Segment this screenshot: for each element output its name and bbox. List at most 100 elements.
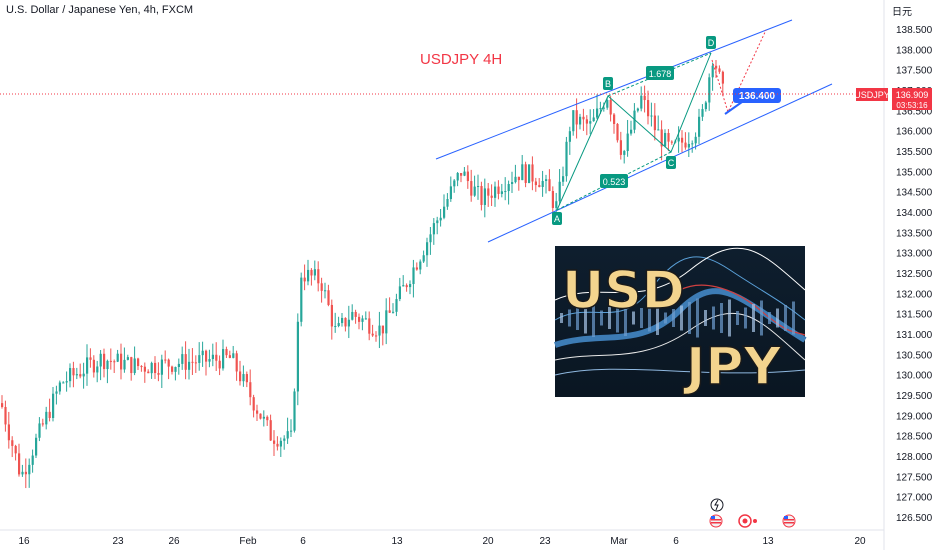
y-tick-label: 131.500 [896,310,932,321]
overlay-bar [624,300,627,336]
candle-body [130,357,133,374]
overlay-text-usd: USD [562,261,685,321]
flag-stripe [711,522,721,524]
candle-body [249,382,252,398]
candle-body [487,188,490,196]
candle-body [460,172,463,176]
candle-body [630,129,633,134]
candle-body [670,141,673,143]
candle-body [650,115,653,117]
candle-body [245,374,248,383]
candle-body [579,116,582,125]
y-tick-label: 134.500 [896,188,932,199]
overlay-bar [656,301,659,335]
overlay-bar [744,307,747,329]
candle-body [41,423,44,425]
candle-body [303,277,306,282]
event-icons[interactable] [709,498,796,528]
candle-body [640,95,643,109]
candle-body [507,183,510,192]
jp-flag-dot [742,518,748,524]
candle-body [48,411,51,418]
y-tick-label: 128.500 [896,432,932,443]
candle-body [504,191,507,193]
overlay-bar [640,308,643,328]
candle-body [562,176,565,182]
overlay-bar [704,310,707,326]
candle-body [398,286,401,300]
overlay-text-jpy: JPY [683,337,782,397]
candle-body [11,440,14,446]
candle-body [354,311,357,317]
candle-body [198,355,201,363]
candle-body [320,283,323,291]
candle-body [681,137,684,143]
candle-body [466,171,469,182]
candle-body [602,107,605,109]
candle-body [208,359,211,362]
candle-body [266,416,269,421]
candle-body [715,65,718,69]
candle-body [205,350,208,362]
overlay-bar [592,299,595,337]
candle-body [184,354,187,370]
candle-body [589,121,592,124]
candle-body [483,188,486,205]
candle-body [252,397,255,411]
overlay-line [554,247,806,301]
y-tick-label: 136.500 [896,106,932,117]
candle-body [572,110,575,132]
overlay-line [554,368,806,376]
candle-body [388,310,391,313]
candle-body [528,164,531,183]
candle-body [463,171,466,176]
pattern-point-label: B [605,79,611,89]
overlay-bar [600,310,603,326]
flag-stripe [784,522,794,524]
candle-body [259,413,262,419]
candle-body [283,438,286,441]
candle-body [181,354,184,364]
candle-body [721,71,724,84]
pattern-point-badge [603,77,613,90]
overlay-bar [632,311,635,325]
price-badge [892,88,932,110]
overlay-bar [752,304,755,332]
candle-body [657,129,660,131]
candle-body [147,371,150,374]
candle-body [273,440,276,444]
pattern-point-label: C [668,158,675,168]
candle-body [368,318,371,334]
candle-body [137,358,140,367]
candle-body [490,195,493,198]
candle-body [422,255,425,262]
candle-body [436,220,439,224]
lightning-bolt [714,499,719,511]
candle-body [103,353,106,370]
candle-body [344,317,347,327]
pattern-point-label: A [554,214,560,224]
candle-body [392,311,395,313]
candle-body [599,108,602,110]
candle-body [113,361,116,363]
candle-body [239,371,242,382]
pattern-point-badge [706,36,716,49]
candle-body [4,406,7,425]
candle-body [313,269,316,276]
target-badge [733,88,781,103]
candle-body [643,95,646,101]
y-tick-label: 138.500 [896,25,932,36]
candle-body [123,359,126,370]
candle-body [684,142,687,148]
candle-body [347,319,350,327]
candle-body [296,321,299,392]
candle-body [235,353,238,372]
candle-body [171,366,174,372]
flag-stripe [711,519,721,521]
y-axis: 126.500 127.000 127.500 128.000 128.500 129.0… [896,25,932,524]
candle-body [65,381,68,383]
overlay-bar [728,299,731,337]
candle-body [62,382,65,384]
candle-body [341,317,344,324]
